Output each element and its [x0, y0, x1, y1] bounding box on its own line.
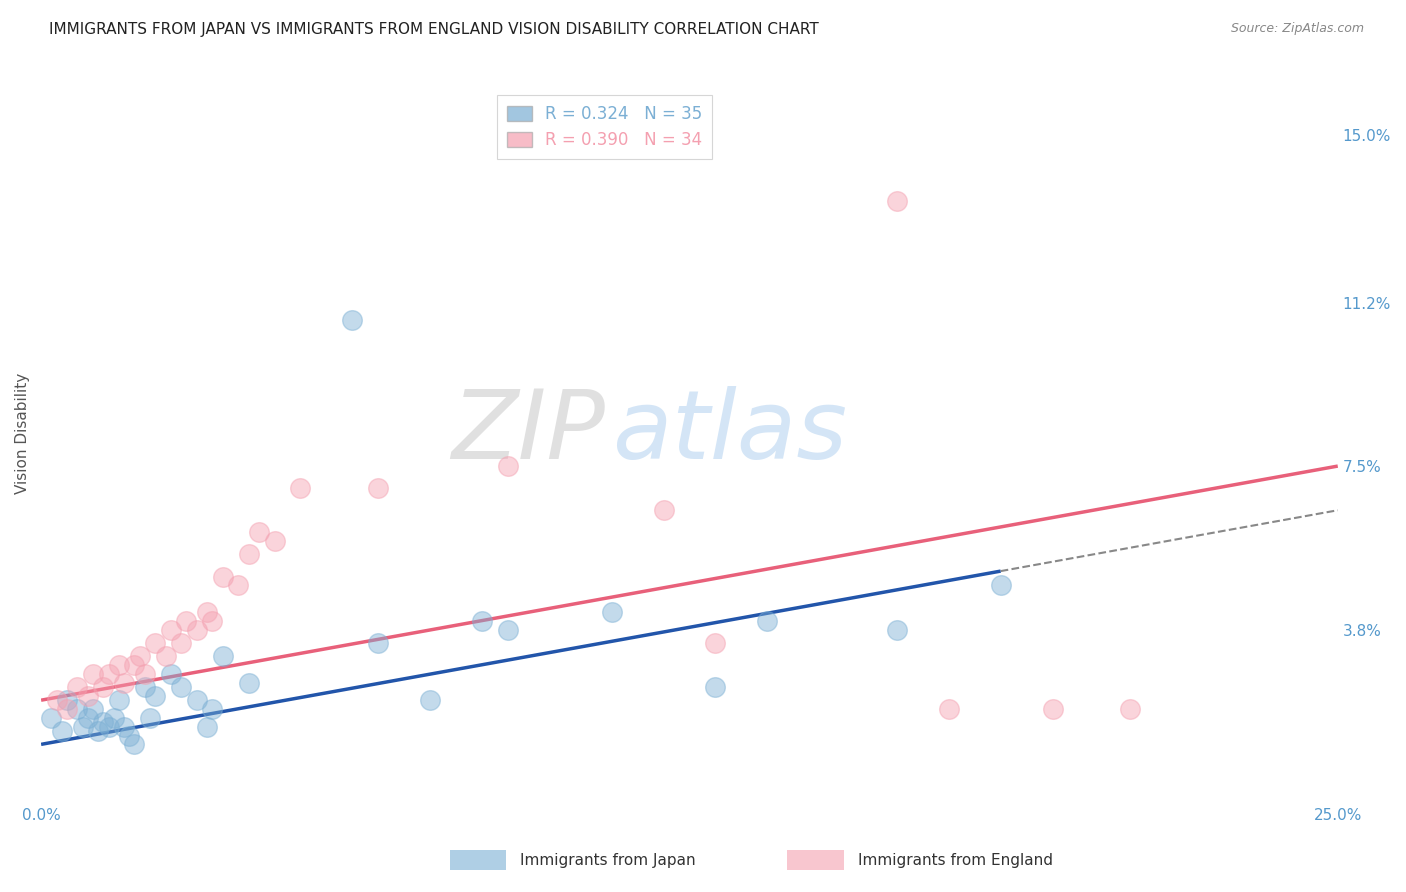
- Point: [93, 715, 115, 730]
- Point: [112, 675, 135, 690]
- Point: [496, 623, 519, 637]
- Text: Immigrants from England: Immigrants from England: [858, 854, 1053, 868]
- Point: [66, 680, 89, 694]
- Point: [128, 648, 150, 663]
- Point: [367, 636, 389, 650]
- Point: [186, 693, 208, 707]
- Point: [66, 702, 89, 716]
- Point: [170, 680, 193, 694]
- Point: [134, 680, 156, 694]
- Point: [41, 711, 63, 725]
- Point: [186, 623, 208, 637]
- Point: [704, 680, 727, 694]
- Point: [247, 525, 270, 540]
- Point: [990, 578, 1012, 592]
- Point: [118, 729, 141, 743]
- Point: [1042, 702, 1064, 716]
- Point: [201, 614, 224, 628]
- Point: [124, 737, 146, 751]
- Point: [195, 720, 218, 734]
- Text: Source: ZipAtlas.com: Source: ZipAtlas.com: [1230, 22, 1364, 36]
- Point: [76, 689, 98, 703]
- Point: [103, 711, 125, 725]
- Point: [124, 657, 146, 672]
- Point: [652, 503, 675, 517]
- Point: [886, 623, 908, 637]
- Y-axis label: Vision Disability: Vision Disability: [15, 372, 30, 493]
- Point: [87, 724, 110, 739]
- Point: [419, 693, 441, 707]
- Point: [201, 702, 224, 716]
- Point: [56, 693, 79, 707]
- Point: [97, 720, 120, 734]
- Point: [211, 569, 233, 583]
- Text: atlas: atlas: [612, 386, 846, 479]
- Point: [367, 481, 389, 495]
- Point: [82, 702, 104, 716]
- Point: [159, 666, 181, 681]
- Point: [108, 693, 131, 707]
- Point: [143, 689, 166, 703]
- Point: [176, 614, 198, 628]
- Point: [600, 605, 623, 619]
- Point: [143, 636, 166, 650]
- Text: IMMIGRANTS FROM JAPAN VS IMMIGRANTS FROM ENGLAND VISION DISABILITY CORRELATION C: IMMIGRANTS FROM JAPAN VS IMMIGRANTS FROM…: [49, 22, 818, 37]
- Point: [82, 666, 104, 681]
- Point: [756, 614, 779, 628]
- Point: [226, 578, 249, 592]
- Point: [76, 711, 98, 725]
- Point: [263, 534, 285, 549]
- Point: [471, 614, 494, 628]
- Point: [72, 720, 94, 734]
- Point: [211, 648, 233, 663]
- Point: [93, 680, 115, 694]
- Point: [108, 657, 131, 672]
- Point: [938, 702, 960, 716]
- Point: [238, 675, 260, 690]
- Point: [56, 702, 79, 716]
- Point: [45, 693, 67, 707]
- Point: [342, 313, 364, 327]
- Text: Immigrants from Japan: Immigrants from Japan: [520, 854, 696, 868]
- Legend: R = 0.324   N = 35, R = 0.390   N = 34: R = 0.324 N = 35, R = 0.390 N = 34: [496, 95, 713, 160]
- Point: [1119, 702, 1142, 716]
- Point: [170, 636, 193, 650]
- Point: [704, 636, 727, 650]
- Point: [195, 605, 218, 619]
- Point: [97, 666, 120, 681]
- Point: [290, 481, 312, 495]
- Text: ZIP: ZIP: [451, 386, 605, 479]
- Point: [886, 194, 908, 208]
- Point: [238, 548, 260, 562]
- Point: [112, 720, 135, 734]
- Point: [139, 711, 162, 725]
- Point: [496, 459, 519, 474]
- Point: [159, 623, 181, 637]
- Point: [51, 724, 73, 739]
- Point: [155, 648, 177, 663]
- Point: [134, 666, 156, 681]
